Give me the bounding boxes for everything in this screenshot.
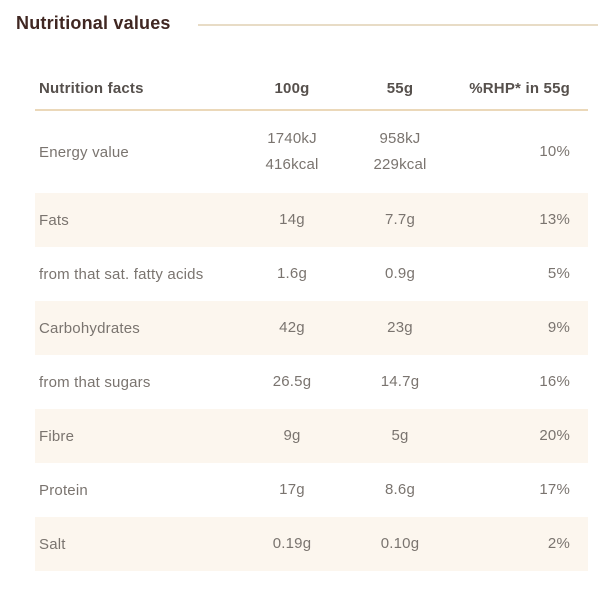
table-row-sat-fatty-acids: from that sat. fatty acids 1.6g 0.9g 5%	[35, 247, 588, 301]
value-100g: 26.5g	[272, 373, 312, 390]
nutrition-table: Nutrition facts 100g 55g %RHP* in 55g En…	[35, 67, 588, 571]
value-rhp: 2%	[547, 535, 570, 552]
page-title: Nutritional values	[16, 13, 171, 33]
title-divider	[197, 24, 598, 26]
header-rhp-in-55g: %RHP* in 55g	[469, 79, 570, 97]
value-rhp: 5%	[547, 265, 570, 282]
row-label: Carbohydrates	[39, 319, 140, 337]
value-100g: 9g	[283, 427, 301, 444]
value-100g: 1740kJ 416kcal	[265, 130, 319, 173]
table-row-carbohydrates: Carbohydrates 42g 23g 9%	[35, 301, 588, 355]
value-55g: 0.10g	[380, 535, 420, 552]
value-rhp: 16%	[539, 373, 570, 390]
table-row-sugars: from that sugars 26.5g 14.7g 16%	[35, 355, 588, 409]
table-row-energy-value: Energy value 1740kJ 416kcal 958kJ 229kca…	[35, 111, 588, 193]
row-label: Salt	[39, 535, 66, 553]
value-55g: 7.7g	[385, 211, 415, 228]
value-55g: 0.9g	[385, 265, 415, 282]
row-label: Protein	[39, 481, 88, 499]
value-55g: 14.7g	[380, 373, 420, 390]
value-55g: 5g	[391, 427, 409, 444]
value-55g: 23g	[387, 319, 413, 336]
table-row-salt: Salt 0.19g 0.10g 2%	[35, 517, 588, 571]
value-55g: 8.6g	[385, 481, 415, 498]
row-label: from that sat. fatty acids	[39, 265, 204, 283]
value-100g: 14g	[279, 211, 305, 228]
row-label: Fats	[39, 211, 69, 229]
table-row-fats: Fats 14g 7.7g 13%	[35, 193, 588, 247]
header-nutrition-facts: Nutrition facts	[39, 79, 144, 97]
table-row-protein: Protein 17g 8.6g 17%	[35, 463, 588, 517]
value-rhp: 17%	[539, 481, 570, 498]
value-rhp: 13%	[539, 211, 570, 228]
value-100g: 17g	[279, 481, 305, 498]
value-100g: 1.6g	[277, 265, 307, 282]
row-label: Fibre	[39, 427, 75, 445]
value-rhp: 9%	[547, 319, 570, 336]
table-row-fibre: Fibre 9g 5g 20%	[35, 409, 588, 463]
value-rhp: 20%	[539, 427, 570, 444]
row-label: Energy value	[39, 143, 129, 161]
row-label: from that sugars	[39, 373, 151, 391]
value-rhp: 10%	[539, 143, 570, 160]
header-100g: 100g	[274, 79, 310, 97]
value-55g: 958kJ 229kcal	[373, 130, 427, 173]
header-55g: 55g	[386, 79, 414, 97]
section-header: Nutritional values	[0, 0, 602, 34]
value-100g: 0.19g	[272, 535, 312, 552]
table-header-row: Nutrition facts 100g 55g %RHP* in 55g	[35, 67, 588, 111]
value-100g: 42g	[279, 319, 305, 336]
nutritional-values-section: Nutritional values Nutrition facts 100g …	[0, 0, 602, 571]
